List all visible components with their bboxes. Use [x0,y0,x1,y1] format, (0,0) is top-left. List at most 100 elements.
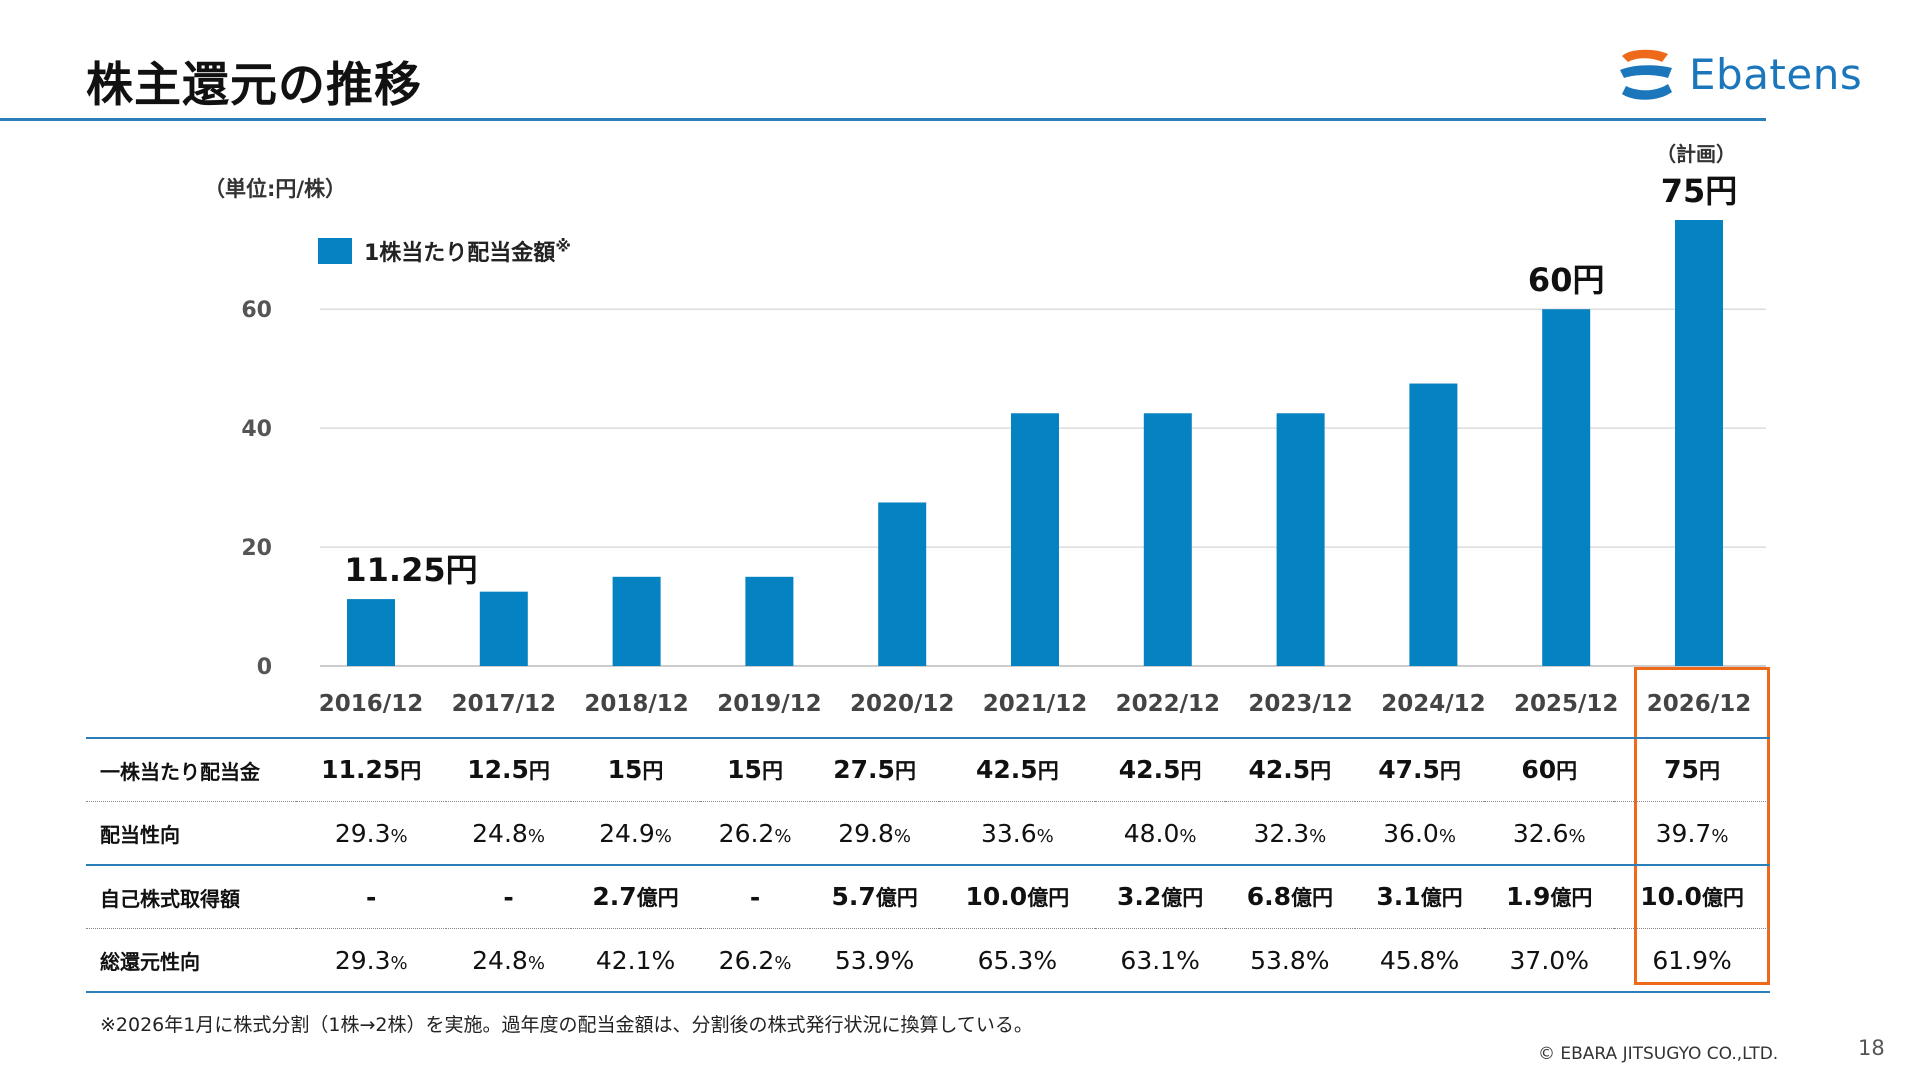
data-label: 75円 [1661,172,1738,210]
table-cell: 15円 [700,737,810,802]
cell-value: 26.2 [718,945,775,975]
company-logo: Ebatens [1616,48,1876,104]
cell-value: 29.3 [334,818,391,848]
x-tick-label: 2021/12 [983,691,1087,717]
bar-2022-12 [1143,413,1192,666]
cell-value: 60 [1521,755,1557,784]
legend-text: 1株当たり配当金額 [364,241,556,266]
table-cell: 45.8% [1354,928,1485,993]
table-cell: 24.9% [570,801,701,866]
bar-2025-12 [1542,309,1591,666]
cell-value: 26.2 [718,818,775,848]
ebatens-logo-icon [1620,49,1672,100]
cell-value: 2.7 [592,882,637,911]
cell-unit: 円 [1556,759,1578,783]
cell-value: - [749,882,761,912]
cell-unit: 億円 [1701,886,1744,910]
row-total-return-ratio: 総還元性向 29.3% 24.8% 42.1% 26.2% 53.9% 65.3% 63.1%… [86,928,1770,993]
cell-value: 24.9 [599,818,655,848]
cell-value: 53.9% [834,945,915,975]
table-cell: 26.2% [700,801,810,866]
cell-unit: % [1309,825,1327,847]
cell-value: 53.8% [1250,945,1330,975]
cell-value: 15 [727,755,762,784]
y-tick-label: 60 [241,298,272,323]
cell-unit: % [654,825,672,847]
cell-unit: 円 [1180,759,1202,783]
x-tick-label: 2025/12 [1514,691,1618,717]
bar-2024-12 [1409,383,1458,666]
cell-value: 61.9% [1652,945,1732,975]
cell-value: 37.0% [1509,945,1589,975]
table-cell: 11.25円 [296,737,447,802]
table-cell: 63.1% [1095,928,1225,993]
table-cell: 29.3% [296,928,447,993]
unit-label: （単位:円/株） [204,177,347,201]
table-cell: - [446,865,571,929]
cell-unit: 円 [642,759,664,783]
y-tick-label: 40 [241,417,272,442]
cell-value: 32.3 [1253,818,1310,848]
cell-value: 36.0 [1383,818,1439,848]
cell-unit: 円 [1037,759,1059,783]
cell-unit: % [774,825,792,847]
cell-value: 65.3% [977,945,1058,975]
table-cell: 60円 [1484,737,1615,802]
cell-value: 42.5 [976,755,1038,784]
row-label: 自己株式取得額 [86,865,296,929]
table-cell: 29.8% [809,801,940,866]
table-cell: 47.5円 [1354,737,1485,802]
cell-unit: 円 [400,759,422,783]
x-tick-label: 2019/12 [717,691,821,717]
table-cell: 10.0億円 [939,865,1096,929]
cell-unit: % [1711,825,1729,847]
row-payout-ratio: 配当性向 29.3% 24.8% 24.9% 26.2% 29.8% 33.6% 48.0% 3… [86,801,1770,866]
cell-unit: 円 [1439,759,1461,783]
cell-value: 42.5 [1118,755,1181,784]
table-cell: 27.5円 [809,737,940,802]
y-tick-label: 0 [257,655,272,680]
table-cell: 6.8億円 [1224,865,1355,929]
cell-unit: 億円 [1027,886,1070,910]
table-cell: 48.0% [1095,801,1225,866]
logo-wordmark: Ebatens [1689,50,1863,99]
table-cell: 15円 [570,737,701,802]
cell-unit: 円 [528,759,550,783]
cell-unit: 円 [1310,759,1332,783]
cell-value: 39.7 [1655,818,1712,848]
bar-2019-12 [745,576,794,666]
table-cell: 24.8% [446,928,571,993]
legend-swatch [318,238,352,264]
table-cell: 10.0億円 [1614,865,1770,929]
cell-value: 10.0 [1640,882,1702,911]
cell-unit: 億円 [1550,886,1593,910]
table-cell: 75円 [1614,737,1770,802]
legend-label: 1株当たり配当金額※ [364,235,571,267]
cell-unit: 円 [761,759,783,783]
cell-unit: 億円 [1290,886,1333,910]
cell-value: 15 [607,755,643,784]
row-label: 総還元性向 [86,928,296,993]
cell-value: 24.8 [472,818,528,848]
cell-value: 33.6 [980,818,1037,848]
row-label: 配当性向 [86,801,296,866]
bar-2017-12 [479,591,528,666]
page-title: 株主還元の推移 [86,58,422,113]
table-cell: 12.5円 [446,737,571,802]
cell-value: 5.7 [831,882,876,911]
table-cell: 24.8% [446,801,571,866]
table-cell: 32.6% [1484,801,1615,866]
data-label: 60円 [1528,261,1605,299]
table-cell: 42.5円 [1095,737,1225,802]
table-cell: 26.2% [700,928,810,993]
cell-value: - [503,882,514,912]
table-cell: 39.7% [1614,801,1770,866]
cell-value: 29.3 [334,945,391,975]
table-cell: 53.8% [1224,928,1355,993]
cell-value: 24.8 [472,945,528,975]
chart-legend: 1株当たり配当金額※ [318,236,571,266]
x-tick-label: 2023/12 [1248,691,1352,717]
table-cell: 3.1億円 [1354,865,1485,929]
bar-2018-12 [612,576,661,666]
table-cell: 29.3% [296,801,447,866]
